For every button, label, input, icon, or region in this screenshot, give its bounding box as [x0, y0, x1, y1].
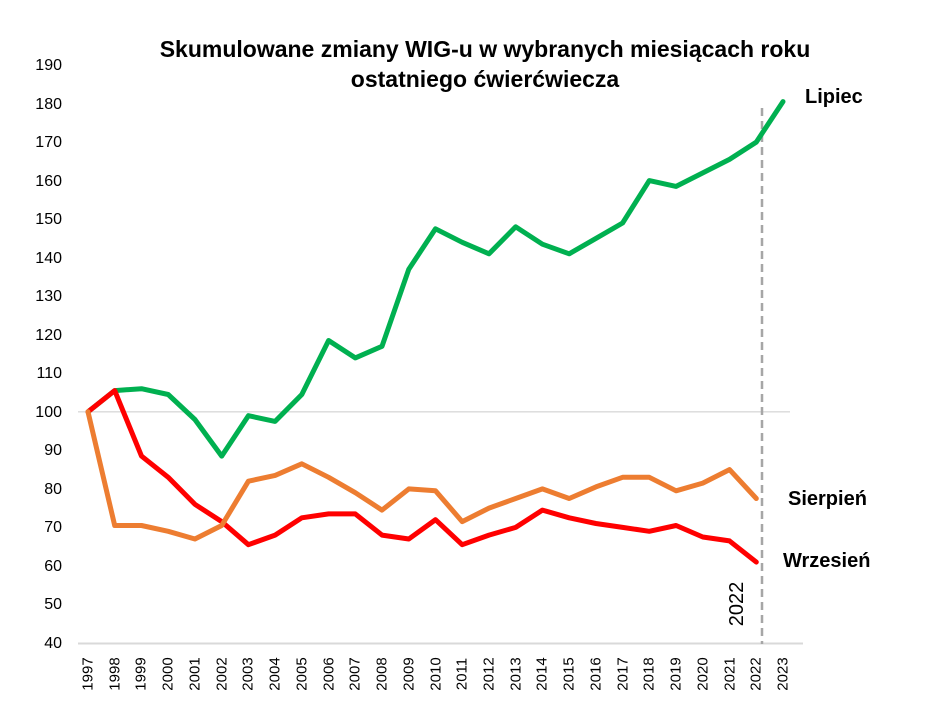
x-tick-label: 2002 [213, 657, 231, 691]
x-tick-label: 2007 [346, 657, 364, 691]
x-tick-label: 2021 [721, 657, 739, 691]
x-tick-label: 2009 [400, 657, 418, 691]
y-tick-label: 70 [44, 519, 62, 537]
x-tick-label: 2001 [186, 657, 204, 691]
y-tick-label: 90 [44, 442, 62, 460]
x-tick-label: 2017 [614, 657, 632, 691]
y-tick-label: 170 [35, 134, 62, 152]
y-tick-label: 40 [44, 635, 62, 652]
y-tick-label: 150 [35, 211, 62, 229]
y-tick-label: 180 [35, 95, 62, 113]
y-tick-label: 80 [44, 480, 62, 498]
x-tick-label: 2011 [453, 657, 471, 691]
series-line-lipiec [85, 99, 786, 459]
series-line-wrzesie [85, 388, 759, 565]
x-tick-label: 2006 [320, 657, 338, 691]
x-tick-label: 1997 [79, 657, 97, 691]
x-tick-label: 1999 [132, 657, 150, 691]
y-tick-label: 100 [35, 403, 62, 421]
x-tick-label: 2012 [480, 657, 498, 691]
chart-title: Skumulowane zmiany WIG-u w wybranych mie… [90, 34, 880, 94]
y-tick-label: 120 [35, 326, 62, 344]
x-tick-label: 2018 [640, 657, 658, 691]
y-tick-label: 190 [35, 57, 62, 74]
forecast-year-annotation: 2022 [726, 581, 748, 627]
y-tick-label: 50 [44, 596, 62, 614]
chart-title-line1: Skumulowane zmiany WIG-u w wybranych mie… [159, 36, 811, 62]
x-tick-label: 2019 [667, 657, 685, 691]
x-tick-label: 2013 [507, 657, 525, 691]
x-tick-label: 2010 [427, 657, 444, 691]
x-tick-label: 2023 [774, 657, 792, 691]
x-tick-label: 2015 [560, 657, 578, 691]
x-tick-label: 2016 [587, 657, 605, 691]
y-tick-label: 140 [35, 249, 62, 267]
chart-title-line2: ostatniego ćwierćwiecza [350, 66, 620, 92]
series-label-lipiec: Lipiec [805, 86, 863, 108]
x-tick-label: 2005 [293, 657, 311, 691]
y-tick-label: 110 [36, 365, 62, 383]
y-tick-label: 160 [35, 172, 62, 190]
x-tick-label: 2000 [159, 657, 177, 691]
series-label-wrzesien: Wrzesień [783, 550, 871, 572]
y-tick-label: 60 [44, 557, 62, 575]
series-label-sierpien: Sierpień [788, 488, 867, 510]
x-tick-label: 2020 [694, 657, 712, 691]
x-tick-label: 2003 [239, 657, 257, 691]
x-tick-label: 2004 [266, 657, 284, 691]
x-tick-label: 2014 [533, 657, 551, 691]
series-line-sierpie [85, 409, 759, 542]
y-tick-label: 130 [35, 288, 62, 306]
x-tick-label: 1998 [106, 657, 124, 691]
x-tick-label: 2022 [747, 657, 765, 691]
x-tick-label: 2008 [373, 657, 391, 691]
